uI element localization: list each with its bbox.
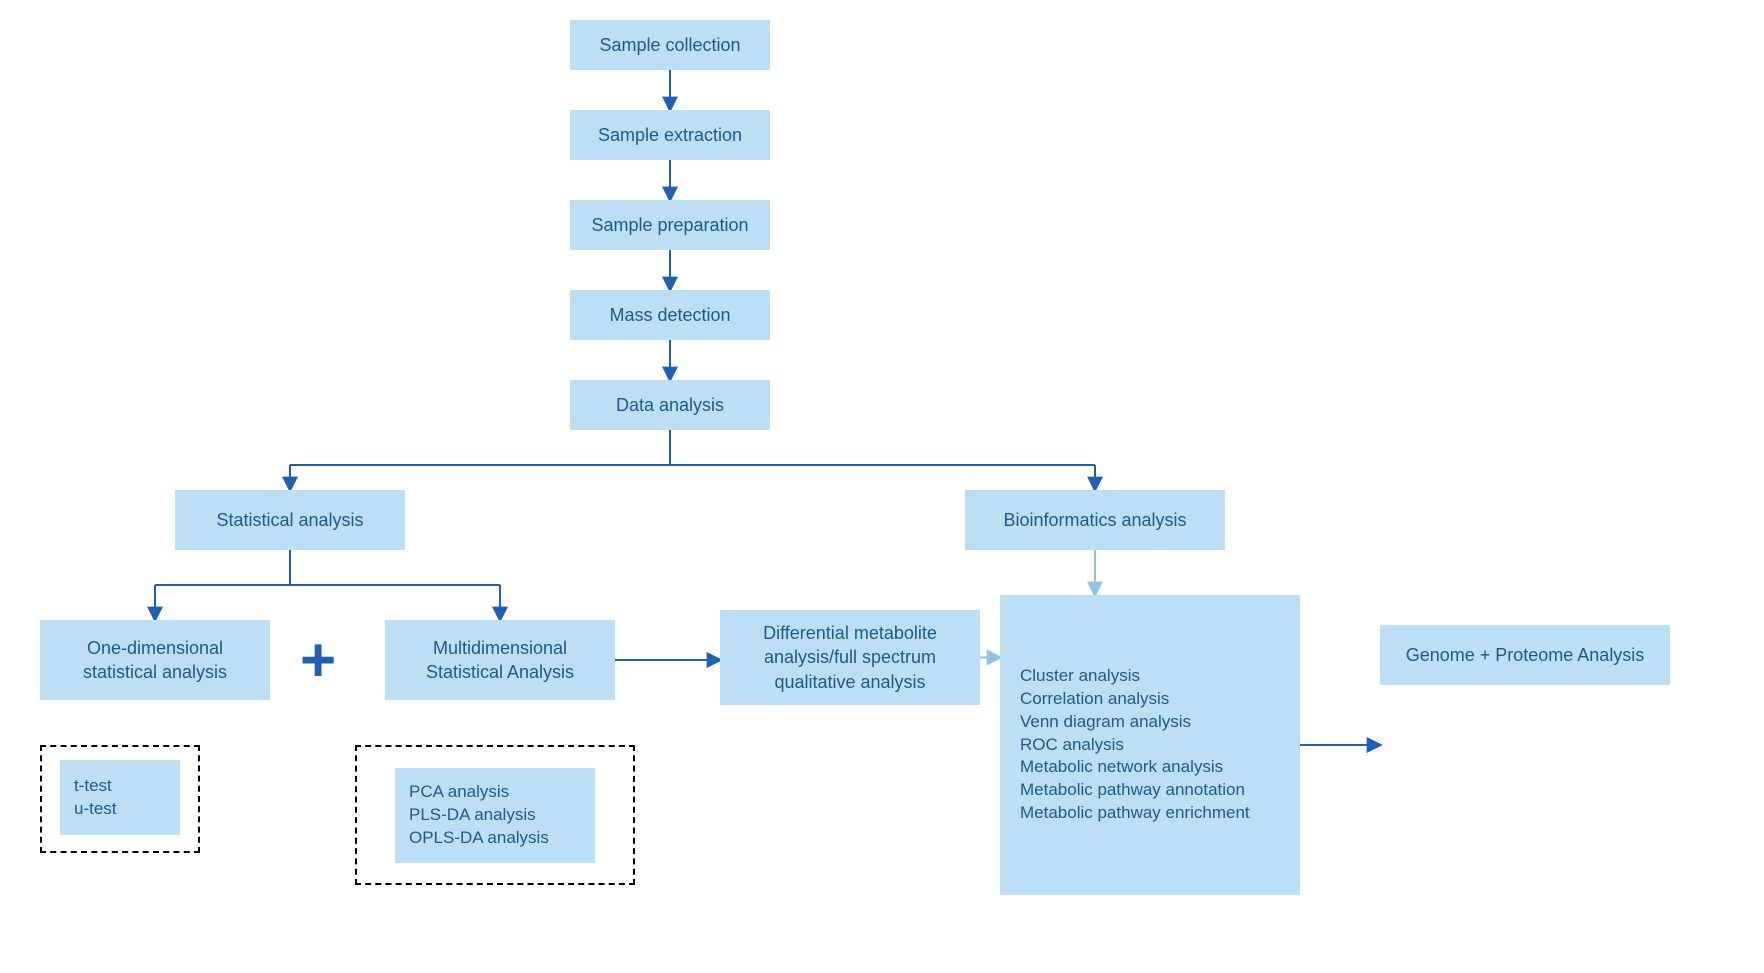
node-n_biolist: Cluster analysis Correlation analysis Ve…	[1000, 595, 1300, 895]
node-n_stat: Statistical analysis	[175, 490, 405, 550]
node-n_diff: Differential metabolite analysis/full sp…	[720, 610, 980, 705]
node-n_1d: One-dimensional statistical analysis	[40, 620, 270, 700]
node-n_prep: Sample preparation	[570, 200, 770, 250]
node-n_multi: Multidimensional Statistical Analysis	[385, 620, 615, 700]
dashed-box-d2	[355, 745, 635, 885]
plus-icon: +	[300, 630, 336, 692]
node-n_bioinfo: Bioinformatics analysis	[965, 490, 1225, 550]
node-n_data: Data analysis	[570, 380, 770, 430]
edges-layer	[0, 0, 1764, 973]
node-n_mass: Mass detection	[570, 290, 770, 340]
node-n_collect: Sample collection	[570, 20, 770, 70]
dashed-box-d1	[40, 745, 200, 853]
node-n_genome: Genome + Proteome Analysis	[1380, 625, 1670, 685]
node-n_extract: Sample extraction	[570, 110, 770, 160]
flowchart-stage: Sample collection Sample extraction Sample…	[0, 0, 1764, 973]
